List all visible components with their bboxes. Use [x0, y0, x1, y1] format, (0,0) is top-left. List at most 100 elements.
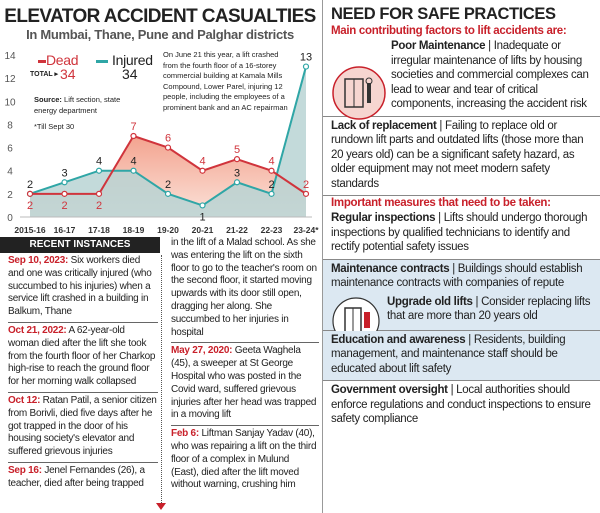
measures-heading: Important measures that need to be taken… [331, 197, 551, 209]
recent-instances-left: Sep 10, 2023: Six workers died and one w… [8, 253, 158, 494]
dead-point [61, 190, 68, 197]
measure-education-awareness: Education and awareness | Residents, bui… [323, 330, 600, 381]
factor-label: Lack of replacement [331, 119, 437, 132]
injured-data-label: 1 [199, 211, 205, 223]
injured-point [199, 202, 206, 209]
injured-data-label: 2 [27, 179, 33, 191]
injured-point [130, 167, 137, 174]
incident-item: Feb 6: Liftman Sanjay Yadav (40), who wa… [171, 426, 319, 495]
injured-data-label: 2 [268, 179, 274, 191]
incident-date: Oct 21, 2022: [8, 324, 67, 336]
injured-point [233, 179, 241, 186]
safe-practices-panel: NEED FOR SAFE PRACTICES Main contributin… [322, 0, 600, 513]
y-tick-label: 2 [7, 190, 13, 201]
measure-text: | Consider replacing lifts that are more… [387, 295, 591, 323]
y-tick-label: 4 [7, 167, 13, 178]
dead-point [199, 167, 206, 174]
dead-point [164, 144, 172, 151]
x-tick-label: 17-18 [88, 225, 110, 235]
y-tick-label: 12 [4, 74, 16, 85]
injured-data-label: 4 [130, 156, 136, 168]
measure-text: | Lifts should undergo thorough inspecti… [331, 212, 588, 253]
measure-maintenance-contracts: Maintenance contracts | Buildings should… [323, 259, 600, 345]
y-tick-label: 6 [7, 144, 13, 155]
incident-date: Sep 10, 2023: [8, 255, 69, 266]
dead-data-label: 2 [61, 200, 67, 212]
practices-title: NEED FOR SAFE PRACTICES [331, 5, 556, 23]
factor-lack-of-replacement: Lack of replacement | Failing to replace… [323, 117, 600, 196]
footnote: *Till Sept 30 [34, 122, 75, 131]
x-tick-label: 18-19 [123, 225, 145, 235]
dead-data-label: 2 [303, 179, 309, 191]
column-divider [161, 255, 162, 507]
chart-title: ELEVATOR ACCIDENT CASUALTIES [4, 6, 316, 27]
x-tick-label: 23-24* [293, 225, 319, 235]
x-tick-label: 20-21 [192, 225, 214, 235]
lift-maintenance-icon [332, 66, 386, 120]
dead-data-label: 2 [27, 200, 33, 212]
incident-item: Oct 21, 2022: A 62-year-old woman died a… [8, 323, 158, 393]
total-injured: 34 [122, 66, 138, 82]
incident-item: Sep 16: Jenel Fernandes (26), a teacher,… [8, 463, 158, 494]
y-tick-label: 0 [7, 213, 13, 224]
injured-point [61, 179, 68, 186]
injured-data-label: 4 [96, 156, 102, 168]
dead-point [233, 156, 241, 163]
source-note: Source: Lift section, state energy depar… [34, 94, 134, 116]
dead-point [26, 190, 34, 197]
measure-label: Regular inspections [331, 212, 436, 224]
incident-text: Geeta Waghela (45), a sweeper at St Geor… [171, 345, 317, 421]
casualties-panel: 0 2 4 6 8 10 12 14 2015-16 16-17 17-18 18-19 19-20 20… [0, 6, 319, 510]
measure-text: | Residents, building management, and ma… [331, 333, 566, 375]
x-tick-label: 19-20 [157, 225, 179, 235]
incident-date: Feb 6: [171, 428, 199, 440]
factors-heading: Main contributing factors to lift accide… [331, 25, 567, 37]
factor-poor-maintenance: Poor Maintenance | Inadequate or irregul… [323, 37, 600, 120]
injured-area [30, 66, 306, 217]
measure-text: | Local authorities should enforce regul… [331, 384, 591, 425]
dead-point [130, 132, 137, 140]
chart-subtitle: In Mumbai, Thane, Pune and Palghar distr… [26, 27, 294, 42]
factor-text: | Failing to replace old or rundown lift… [331, 119, 584, 190]
incident-item: May 27, 2020: Geeta Waghela (45), a swee… [171, 343, 319, 427]
dead-data-label: 5 [234, 144, 240, 156]
injured-data-label: 3 [234, 167, 240, 179]
incident-date: May 27, 2020: [171, 345, 233, 357]
legend-injured: Injured [96, 52, 153, 68]
incident-text: A 62-year-old woman died after the lift … [8, 324, 156, 388]
measure-text: | Buildings should establish maintenance… [331, 262, 583, 290]
x-tick-label: 21-22 [226, 225, 248, 235]
total-label: TOTAL ▸ [30, 71, 59, 78]
source-label: Source: [34, 95, 62, 104]
incident-text: Liftman Sanjay Yadav (40), who was repai… [171, 428, 317, 491]
injured-data-label: 3 [61, 167, 67, 179]
dead-point [95, 190, 103, 197]
legend-dead-label: Dead [46, 52, 79, 68]
y-tick-label: 8 [7, 120, 13, 131]
recent-instances-right: in the lift of a Malad school. As she wa… [171, 235, 319, 495]
dead-data-label: 6 [165, 133, 171, 145]
total-dead: 34 [60, 66, 76, 82]
injured-point [302, 63, 310, 70]
incident-text: Ratan Patil, a senior citizen from Boriv… [8, 394, 157, 458]
y-tick-label: 10 [4, 97, 16, 108]
incident-text: Jenel Fernandes (26), a teacher, died af… [8, 464, 145, 489]
dead-data-label: 7 [130, 121, 136, 133]
recent-instances-heading: RECENT INSTANCES [0, 237, 160, 253]
incident-text: Six workers died and one was critically … [8, 255, 152, 318]
dead-data-label: 4 [268, 156, 274, 168]
dead-data-label: 2 [96, 200, 102, 212]
injured-point [164, 190, 172, 197]
total-text: TOTAL [30, 71, 53, 78]
measure-label: Education and awareness [331, 333, 466, 346]
injured-point [95, 167, 103, 174]
dead-point [302, 190, 310, 197]
dead-data-label: 4 [199, 156, 205, 168]
measure-regular-inspections: Regular inspections | Lifts should under… [323, 209, 600, 260]
legend-dead: Dead [38, 52, 79, 68]
incident-item: in the lift of a Malad school. As she wa… [171, 235, 319, 344]
x-tick-label: 2015-16 [14, 225, 45, 235]
measure-government-oversight: Government oversight | Local authorities… [323, 381, 600, 431]
incident-item: Oct 12: Ratan Patil, a senior citizen fr… [8, 393, 158, 463]
